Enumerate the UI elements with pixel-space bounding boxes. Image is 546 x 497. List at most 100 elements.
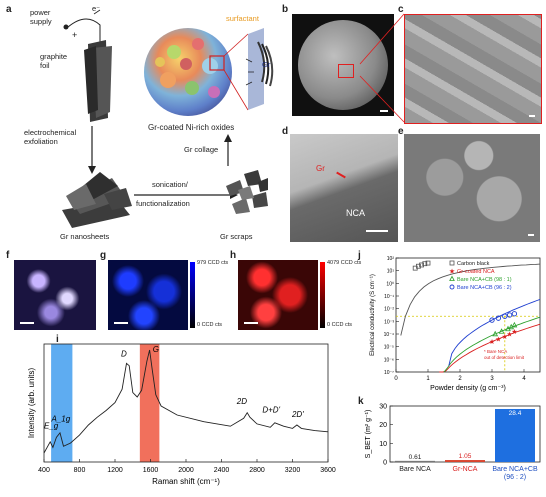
bet-bar-chart: 0 10 20 30 S_BET (m² g⁻¹) 0.61 Bare NCA 1.05 Gr-… [365, 404, 541, 481]
sonication-label: sonication/ [152, 180, 188, 189]
scale-bar [380, 110, 388, 112]
legend-label: Carbon black [457, 261, 490, 267]
colorbar-g [190, 262, 195, 328]
x-tick-label: 1600 [143, 467, 159, 474]
plot-frame [43, 343, 329, 463]
scale-bar [114, 322, 128, 324]
colorbar-g-bottom: 0 CCD cts [197, 322, 223, 328]
data-point: ★ [502, 333, 508, 341]
power-terminal [63, 24, 69, 30]
zoom-box [338, 64, 354, 78]
bar-value-label: 28.4 [509, 410, 522, 417]
panel-k-label: k [358, 396, 364, 407]
panel-j-label: j [358, 250, 361, 261]
raman-map-h [238, 260, 318, 330]
data-point: ★ [489, 338, 495, 346]
panel-d-label: d [282, 126, 289, 137]
y-tick-label: 30 [379, 404, 387, 411]
fit-curve [443, 316, 541, 373]
x-tick-label: 1200 [107, 467, 123, 474]
highlight-band-red [139, 344, 160, 462]
panel-e-label: e [398, 126, 404, 137]
data-point [511, 321, 518, 328]
data-point: ★ [495, 336, 501, 344]
note-text: out of detection limit [484, 355, 525, 360]
power-supply-label: power supply [30, 8, 52, 26]
scale-bar [20, 322, 34, 324]
exfoliation-label: electrochemical exfoliation [24, 128, 77, 146]
bar-value-label: 0.61 [409, 454, 422, 461]
x-tick-label: 3200 [285, 467, 301, 474]
power-wire [67, 18, 101, 45]
fit-curve [439, 323, 541, 373]
tem-arrow [336, 171, 346, 179]
fit-curve [448, 298, 541, 366]
raman-spectrum-chart: 400 800 1200 1600 2000 2400 2800 3200 3600 Raman … [27, 343, 336, 486]
panel-i-label: i [56, 334, 59, 345]
sem-image-c [404, 14, 542, 124]
legend-label: Gr-coated NCA [457, 269, 495, 275]
note-text: * Bare NCA [484, 349, 507, 354]
bar-value-label: 1.05 [459, 453, 472, 460]
peak-label: 2D' [291, 410, 304, 419]
x-tick-label: 800 [74, 467, 86, 474]
peak-label: A_1g [51, 415, 71, 424]
y-tick-label: 10¹ [387, 269, 395, 275]
sem-image-b [292, 14, 394, 116]
surfactant-label: surfactant [226, 14, 259, 23]
plus-label: + [72, 30, 78, 40]
colorbar-h-bottom: 0 CCD cts [327, 322, 353, 328]
graphite-foil-sheet-3 [84, 46, 98, 114]
gr-scraps [226, 170, 268, 214]
gr-coated-sphere [144, 28, 274, 116]
data-point [492, 330, 499, 337]
peak-label: D [121, 350, 127, 359]
x-tick-label: 2000 [178, 467, 194, 474]
peak-label: D+D' [262, 406, 280, 415]
y-tick-label: 10⁻⁴ [384, 332, 394, 338]
data-point: ★ [506, 331, 512, 339]
y-tick-label: 10⁻³ [384, 319, 394, 325]
scale-bar [244, 322, 258, 324]
x-tick-label: 0 [394, 376, 398, 382]
gr-collage-label: Gr collage [184, 145, 219, 154]
data-point [422, 261, 428, 267]
y-tick-label: 20 [379, 422, 387, 429]
x-tick-label: 400 [38, 467, 50, 474]
x-tick-label: 2400 [214, 467, 230, 474]
y-tick-label: 10⁰ [386, 281, 394, 287]
legend-marker [449, 284, 455, 290]
sem-image-e [404, 134, 540, 242]
x-axis-label: Powder density (g cm⁻³) [430, 385, 506, 392]
peak-label: G [153, 345, 159, 354]
x-axis-label: Raman shift (cm⁻¹) [152, 477, 220, 486]
legend-marker: ★ [449, 268, 455, 276]
x-tick-label: 1 [426, 376, 430, 382]
legend-marker [449, 260, 455, 266]
tem-image-d: Gr NCA [290, 134, 398, 242]
y-axis-label: Intensity (arb. units) [27, 368, 36, 439]
data-point [506, 312, 513, 318]
panel-g-label: g [100, 250, 107, 261]
data-point: ★ [511, 328, 517, 336]
y-tick-label: 10⁻⁵ [384, 345, 394, 351]
y-axis-label: S_BET (m² g⁻¹) [365, 410, 372, 459]
panel-a-label: a [6, 4, 12, 15]
data-point [495, 315, 502, 321]
gr-scraps-label: Gr scraps [220, 232, 253, 241]
gr-label: Gr [262, 60, 271, 69]
conductivity-chart: 10⁻⁷ 10⁻⁶ 10⁻⁵ 10⁻⁴ 10⁻³ 10⁻² 10⁻¹ 10⁰ 10¹ 10² 0 1 2… [370, 256, 541, 392]
x-tick-label: 2800 [249, 467, 265, 474]
zoom-lines [359, 13, 405, 123]
category-label: Bare NCA+CB [492, 466, 538, 473]
x-tick-label: 3 [490, 376, 494, 382]
data-point [425, 260, 431, 266]
raman-line [43, 349, 329, 454]
peak-label: E_g [44, 421, 59, 430]
gr-coated-label: Gr-coated Ni-rich oxides [148, 123, 235, 132]
functionalization-label: functionalization [136, 199, 190, 208]
peak-label: 2D [236, 397, 247, 406]
x-tick-label: 4 [522, 376, 526, 382]
optical-image-f [14, 260, 96, 330]
category-label: (96 : 2) [504, 474, 526, 481]
